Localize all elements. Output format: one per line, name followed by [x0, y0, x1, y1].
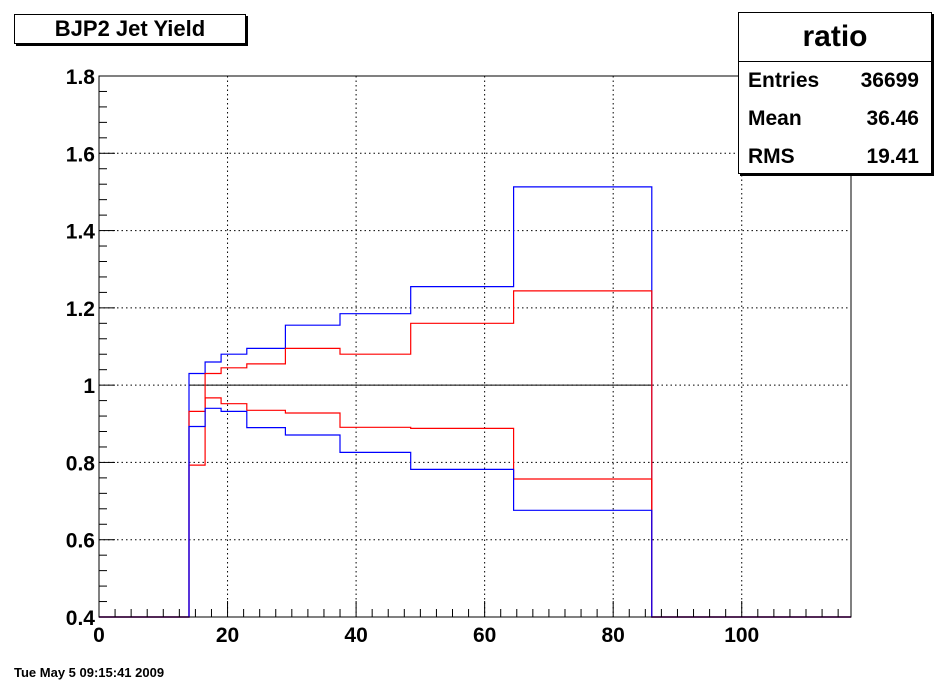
stats-row-entries: Entries 36699: [739, 62, 931, 100]
y-tick-label: 1: [83, 375, 95, 398]
x-tick-label: 0: [93, 624, 105, 647]
y-tick-label: 1.6: [66, 143, 95, 166]
histogram-series-4: [99, 407, 851, 618]
stats-label: Mean: [748, 107, 802, 130]
histogram-title: BJP2 Jet Yield: [14, 14, 246, 44]
stats-label: RMS: [748, 145, 795, 168]
y-tick-label: 0.6: [66, 530, 95, 553]
y-tick-label: 1.8: [66, 66, 96, 89]
stats-label: Entries: [748, 69, 820, 92]
series-layer: [99, 186, 851, 618]
x-tick-label: 60: [473, 624, 496, 647]
stats-name: ratio: [739, 13, 931, 62]
histogram-series-1: [99, 186, 851, 618]
y-tick-label: 0.8: [66, 452, 96, 475]
histogram-series-2: [99, 290, 851, 618]
stats-value: 36699: [860, 69, 919, 92]
histogram-title-text: BJP2 Jet Yield: [54, 16, 206, 41]
x-tick-label: 40: [344, 624, 367, 647]
stats-value: 19.41: [866, 145, 919, 168]
stats-row-rms: RMS 19.41: [739, 138, 931, 176]
stats-box: ratio Entries 36699 Mean 36.46 RMS 19.41: [738, 12, 932, 174]
x-tick-label: 100: [724, 624, 759, 647]
grid-lines: [99, 76, 851, 617]
plot-frame: [98, 75, 852, 618]
x-tick-label: 20: [216, 624, 239, 647]
stats-value: 36.46: [866, 107, 919, 130]
x-tick-label: 80: [602, 624, 625, 647]
y-tick-label: 1.2: [66, 298, 95, 321]
histogram-series-3: [99, 397, 851, 618]
y-tick-label: 1.4: [66, 221, 96, 244]
stats-row-mean: Mean 36.46: [739, 100, 931, 138]
axis-ticks: 0 20 40 60 80 100 0.4 0.6 0.8 1 1.2 1.4 1.6 1.8: [66, 66, 839, 647]
date-stamp: Tue May 5 09:15:41 2009: [14, 665, 165, 680]
y-tick-label: 0.4: [66, 607, 96, 630]
